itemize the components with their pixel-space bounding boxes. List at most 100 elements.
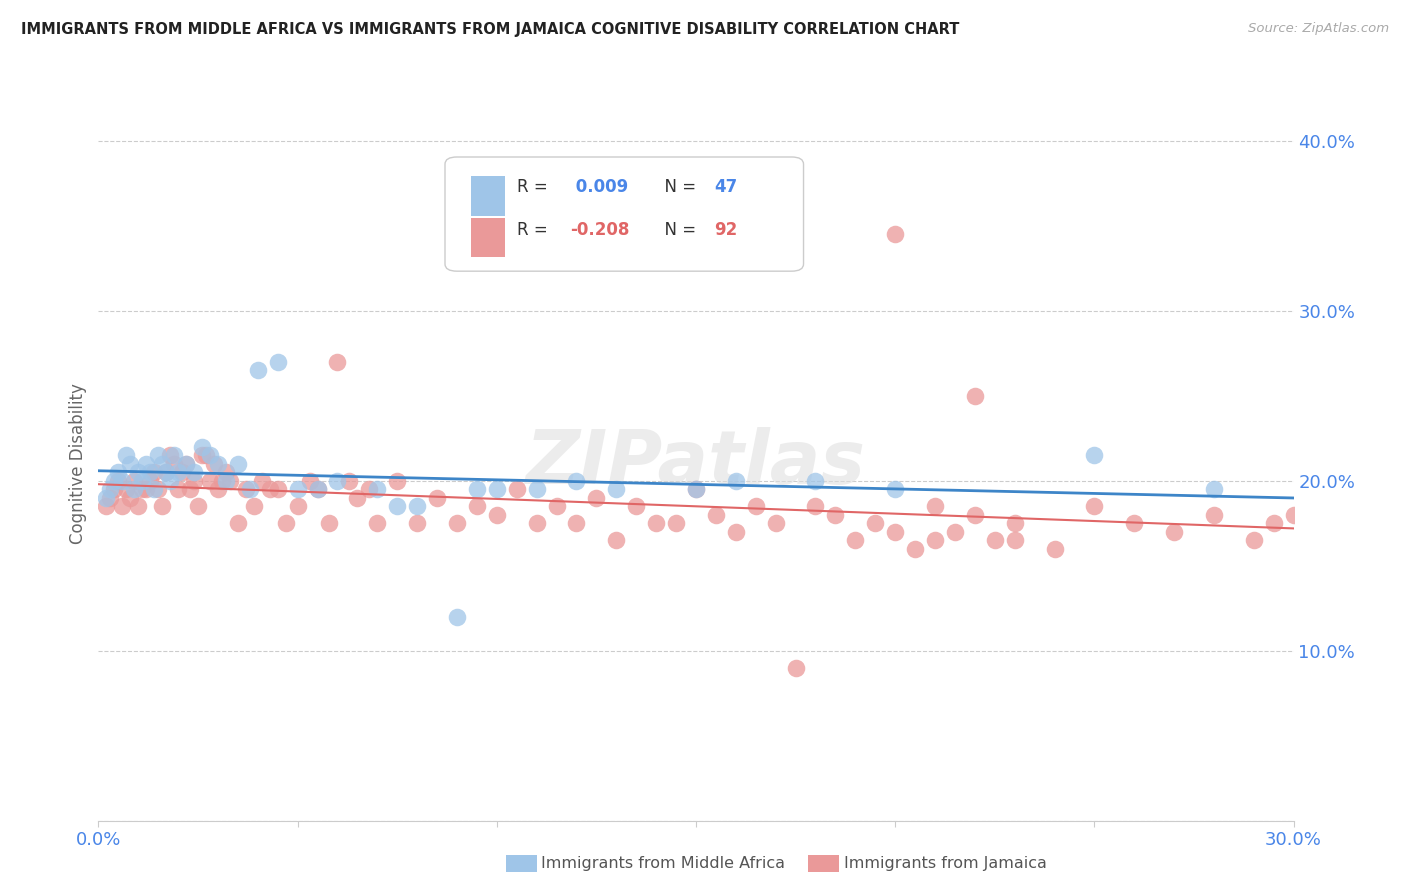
Point	[167, 466, 190, 480]
Text: R =: R =	[517, 178, 553, 196]
Text: IMMIGRANTS FROM MIDDLE AFRICA VS IMMIGRANTS FROM JAMAICA COGNITIVE DISABILITY CO: IMMIGRANTS FROM MIDDLE AFRICA VS IMMIGRA…	[21, 22, 959, 37]
Point	[1083, 500, 1105, 514]
Point	[174, 457, 197, 471]
Point	[163, 448, 186, 462]
Point	[745, 500, 768, 514]
Point	[1263, 516, 1285, 531]
Point	[148, 483, 170, 497]
Point	[107, 474, 129, 488]
Point	[155, 466, 177, 480]
Point	[174, 457, 197, 471]
Point	[191, 440, 214, 454]
Point	[115, 483, 138, 497]
Point	[765, 516, 787, 531]
Point	[506, 483, 529, 497]
Point	[211, 474, 233, 488]
Point	[446, 516, 468, 531]
Text: Source: ZipAtlas.com: Source: ZipAtlas.com	[1249, 22, 1389, 36]
Point	[626, 500, 648, 514]
Point	[159, 474, 181, 488]
Point	[198, 474, 221, 488]
Point	[526, 483, 548, 497]
Point	[127, 466, 149, 480]
Point	[307, 483, 329, 497]
Point	[318, 516, 340, 531]
Point	[259, 483, 281, 497]
Text: 47: 47	[714, 178, 737, 196]
Point	[267, 483, 290, 497]
Point	[804, 474, 827, 488]
Point	[1282, 508, 1305, 522]
Point	[120, 491, 142, 505]
Text: 92: 92	[714, 221, 737, 239]
Point	[824, 508, 846, 522]
Text: ZIPatlas: ZIPatlas	[526, 427, 866, 500]
Point	[904, 541, 927, 556]
Point	[785, 661, 807, 675]
Point	[943, 524, 966, 539]
Point	[226, 457, 249, 471]
Point	[565, 516, 588, 531]
Point	[485, 508, 508, 522]
Point	[385, 500, 409, 514]
Point	[124, 474, 146, 488]
Point	[172, 466, 194, 480]
Text: R =: R =	[517, 221, 553, 239]
Point	[191, 448, 214, 462]
Point	[155, 466, 177, 480]
Point	[120, 457, 142, 471]
Text: Immigrants from Middle Africa: Immigrants from Middle Africa	[541, 856, 786, 871]
Point	[96, 500, 118, 514]
Point	[198, 448, 221, 462]
Point	[1004, 533, 1026, 548]
Point	[159, 448, 181, 462]
Point	[298, 474, 321, 488]
Point	[724, 524, 747, 539]
Point	[111, 500, 134, 514]
Point	[307, 483, 329, 497]
Point	[804, 500, 827, 514]
Point	[984, 533, 1007, 548]
Point	[585, 491, 607, 505]
Point	[139, 474, 162, 488]
Point	[426, 491, 449, 505]
Point	[183, 474, 205, 488]
Point	[1202, 508, 1225, 522]
Text: Immigrants from Jamaica: Immigrants from Jamaica	[844, 856, 1046, 871]
Point	[1202, 483, 1225, 497]
Point	[187, 500, 209, 514]
Point	[605, 483, 627, 497]
Point	[645, 516, 668, 531]
Point	[150, 500, 173, 514]
Point	[107, 466, 129, 480]
Point	[963, 389, 986, 403]
Point	[546, 500, 568, 514]
Point	[1043, 541, 1066, 556]
Point	[685, 483, 707, 497]
Point	[359, 483, 381, 497]
Point	[143, 466, 166, 480]
Point	[465, 500, 488, 514]
Point	[246, 363, 269, 377]
Point	[274, 516, 297, 531]
Point	[884, 483, 907, 497]
Point	[1004, 516, 1026, 531]
Point	[366, 516, 388, 531]
Bar	[471, 177, 505, 216]
Point	[219, 474, 242, 488]
Point	[96, 491, 118, 505]
Text: -0.208: -0.208	[571, 221, 630, 239]
Point	[150, 457, 173, 471]
Point	[406, 500, 429, 514]
Point	[1243, 533, 1265, 548]
Point	[183, 466, 205, 480]
Bar	[471, 218, 505, 257]
Point	[139, 466, 162, 480]
Point	[704, 508, 727, 522]
Point	[226, 516, 249, 531]
Point	[135, 483, 157, 497]
Point	[103, 474, 125, 488]
Point	[1123, 516, 1146, 531]
Point	[287, 500, 309, 514]
Point	[665, 516, 688, 531]
